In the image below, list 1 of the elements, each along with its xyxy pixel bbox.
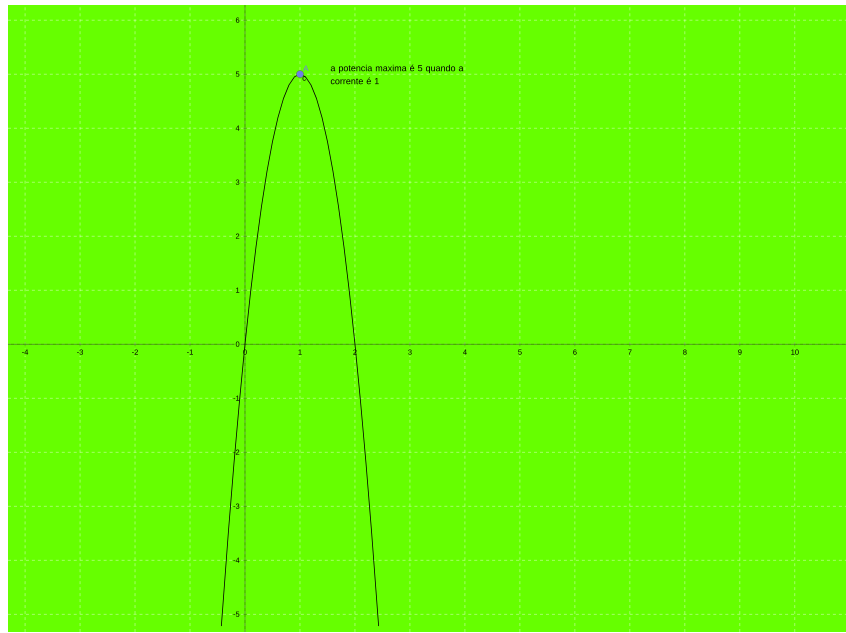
annotation: a potencia maxima é 5 quando a corrente é 1 — [330, 64, 464, 84]
